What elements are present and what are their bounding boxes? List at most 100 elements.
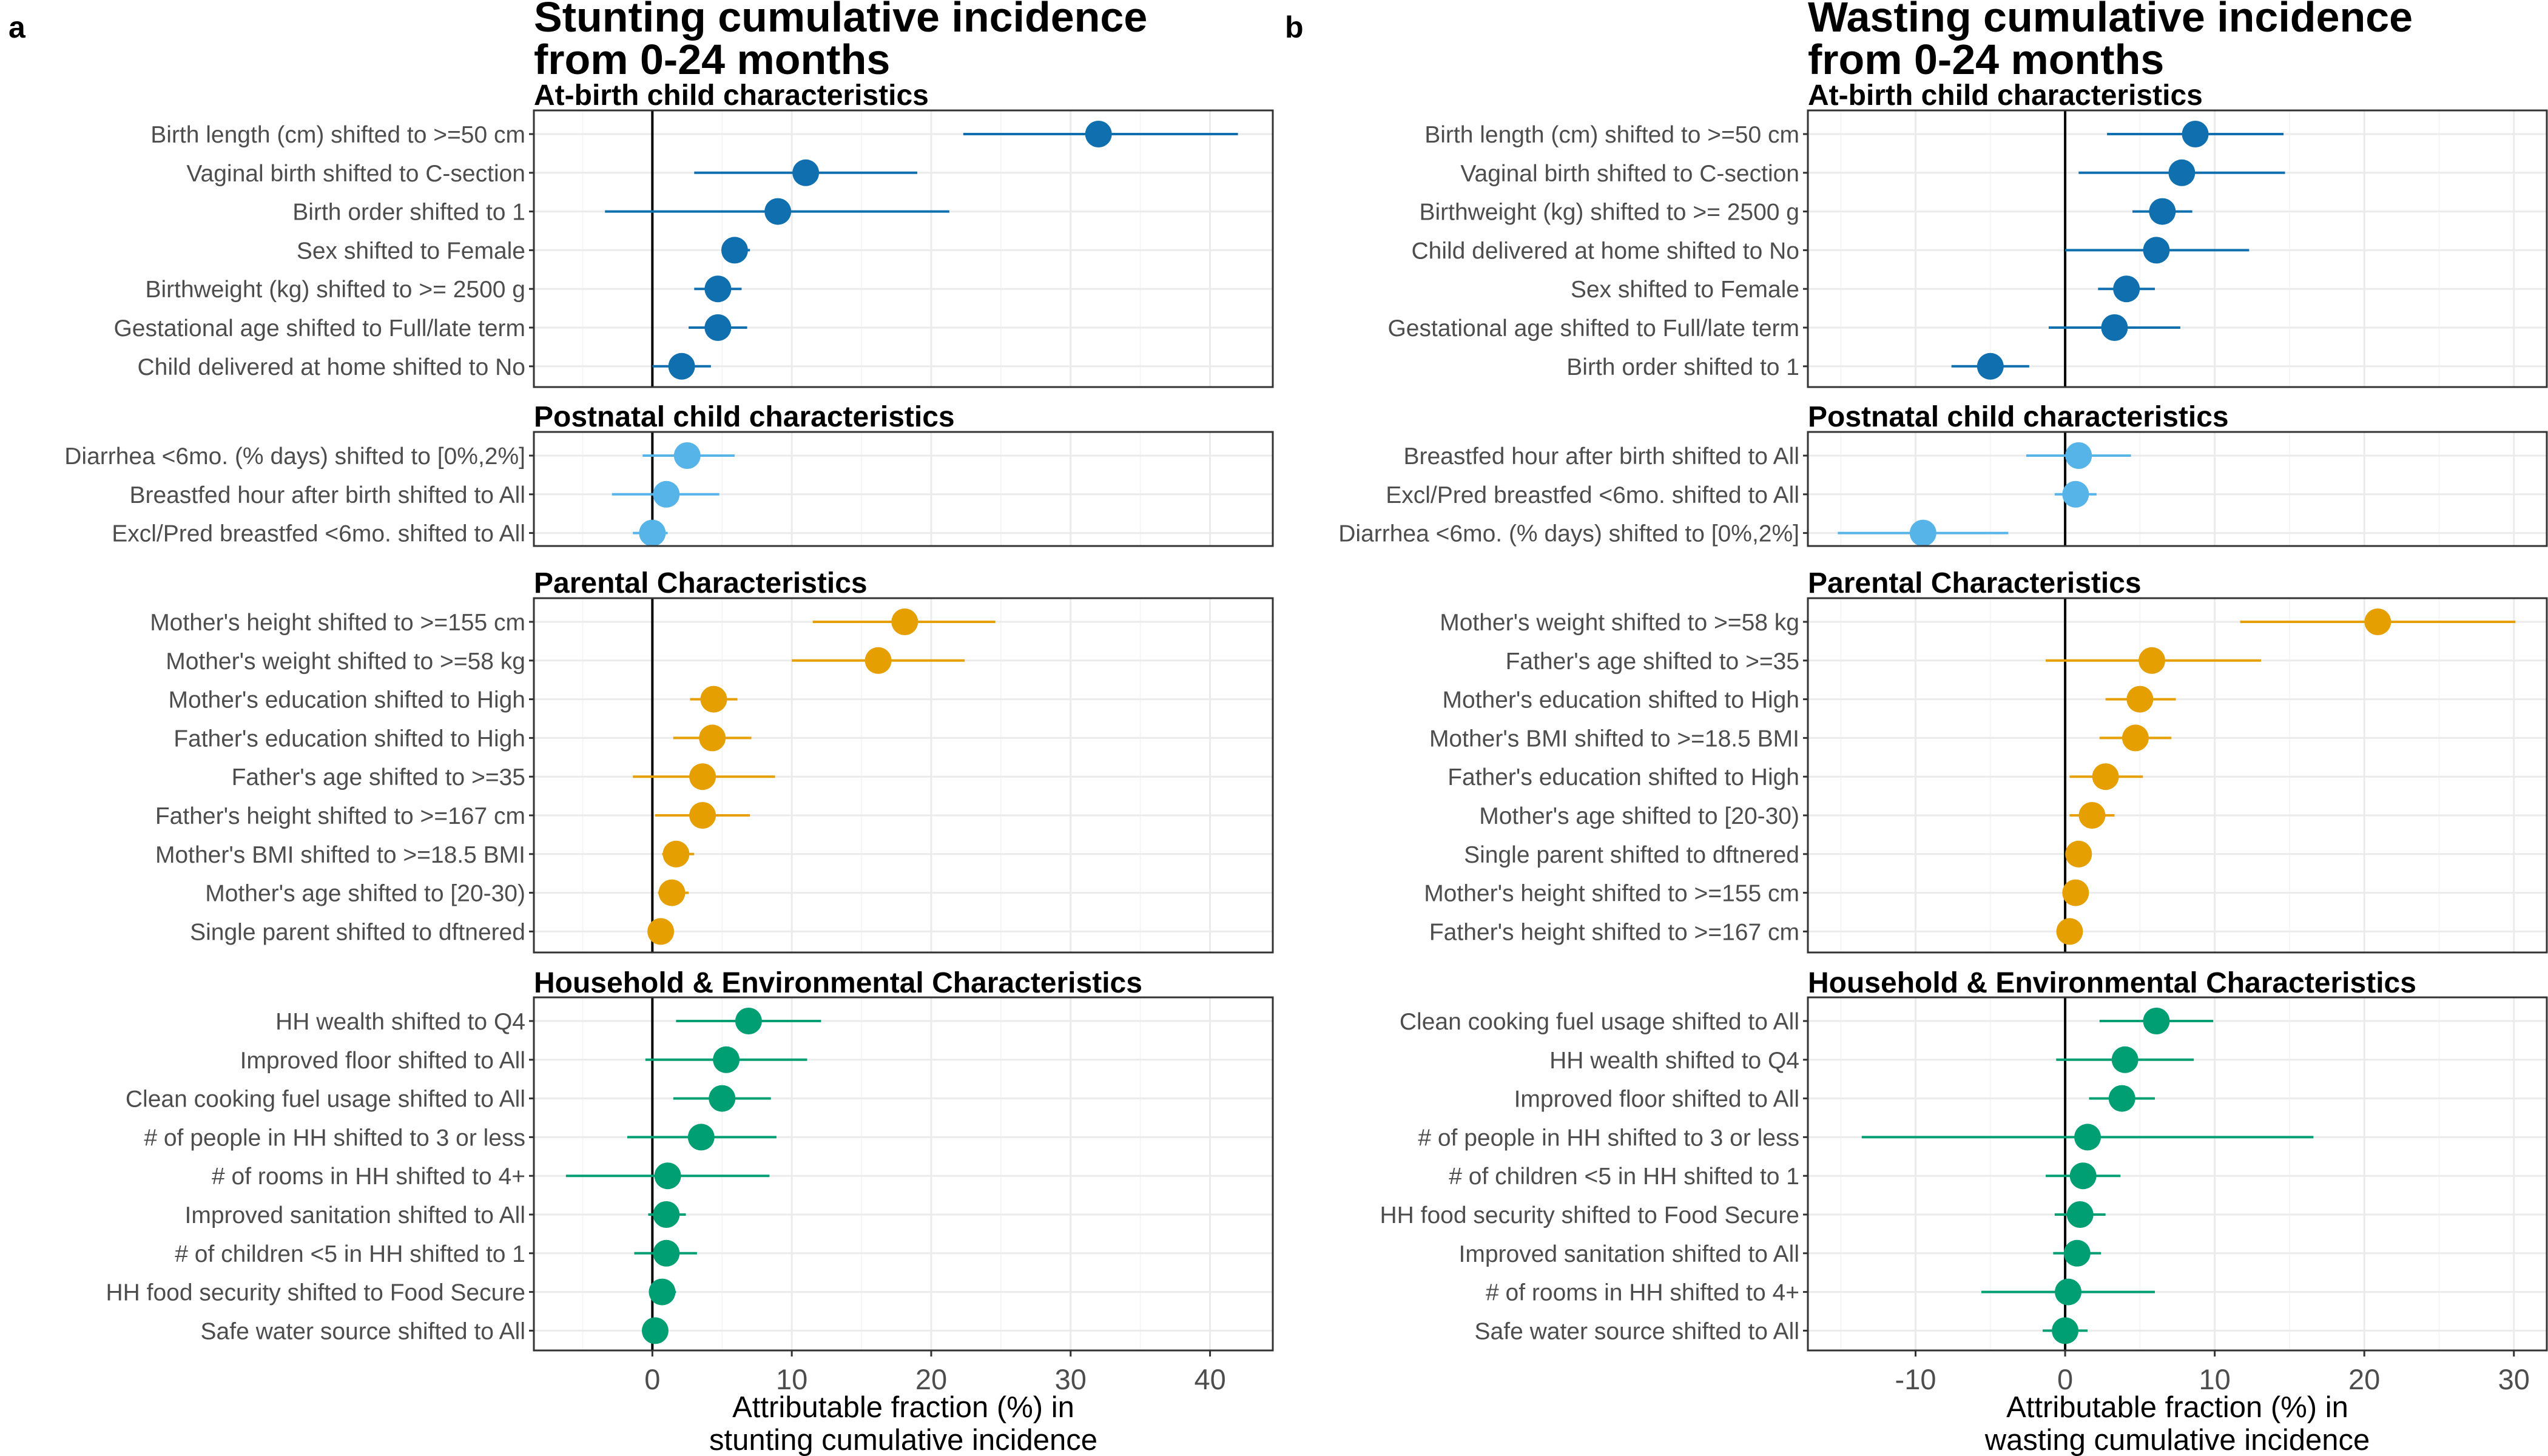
row-label: Breastfed hour after birth shifted to Al…	[129, 482, 525, 508]
point-estimate	[2065, 840, 2092, 868]
point-estimate	[673, 442, 701, 469]
row-label: Clean cooking fuel usage shifted to All	[1400, 1009, 1799, 1035]
point-estimate	[2143, 1008, 2170, 1034]
point-estimate	[891, 608, 918, 635]
panel-border	[533, 597, 1274, 954]
panel-border	[1807, 597, 2548, 954]
row-label: Father's age shifted to >=35	[232, 764, 525, 790]
row-label: Improved floor shifted to All	[240, 1048, 525, 1074]
point-estimate	[689, 763, 716, 790]
row-label: Vaginal birth shifted to C-section	[186, 161, 525, 187]
row-label: Improved floor shifted to All	[1514, 1087, 1799, 1113]
row-label: Father's age shifted to >=35	[1506, 649, 1799, 675]
row-label: Breastfed hour after birth shifted to Al…	[1403, 443, 1799, 470]
point-estimate	[649, 1278, 676, 1306]
point-estimate	[2066, 1201, 2094, 1228]
point-estimate	[687, 1124, 715, 1151]
facet-panel: At-birth child characteristics Birth leng…	[1387, 79, 2548, 388]
row-label: Birth length (cm) shifted to >=50 cm	[150, 122, 525, 148]
panel-border	[533, 431, 1274, 547]
facet-strip-label: Postnatal child characteristics	[1808, 401, 2229, 433]
row-label: Mother's BMI shifted to >=18.5 BMI	[1429, 726, 1799, 752]
row-label: # of rooms in HH shifted to 4+	[1486, 1280, 1799, 1306]
row-label: Sex shifted to Female	[297, 238, 525, 264]
point-estimate	[2364, 608, 2391, 635]
row-label: # of children <5 in HH shifted to 1	[1449, 1164, 1799, 1190]
row-label: Diarrhea <6mo. (% days) shifted to [0%,2…	[64, 443, 525, 470]
row-label: HH food security shifted to Food Secure	[106, 1280, 525, 1306]
point-estimate	[689, 802, 716, 829]
row-label: HH wealth shifted to Q4	[275, 1009, 525, 1035]
point-estimate	[1085, 121, 1112, 147]
point-estimate	[641, 1317, 669, 1344]
x-tick-label: 20	[915, 1363, 947, 1395]
chart-title: from 0-24 months	[1808, 36, 2164, 83]
point-estimate	[2126, 686, 2154, 713]
row-label: Child delivered at home shifted to No	[1411, 238, 1799, 264]
row-label: Excl/Pred breastfed <6mo. shifted to All	[112, 521, 525, 547]
point-estimate	[639, 519, 666, 547]
chart-title: Wasting cumulative incidence	[1808, 0, 2413, 41]
point-estimate	[2108, 1085, 2135, 1112]
row-label: # of people in HH shifted to 3 or less	[144, 1125, 525, 1151]
point-estimate	[700, 686, 727, 713]
point-estimate	[2138, 647, 2166, 674]
panel-tag: b	[1285, 10, 1304, 44]
point-estimate	[704, 314, 732, 341]
row-label: # of rooms in HH shifted to 4+	[212, 1164, 525, 1190]
point-estimate	[2063, 1239, 2091, 1267]
point-estimate	[662, 840, 690, 868]
facet-strip-label: Household & Environmental Characteristic…	[1808, 967, 2416, 999]
facet-panel: Household & Environmental Characteristic…	[106, 967, 1274, 1352]
point-estimate	[2052, 1317, 2079, 1344]
point-estimate	[704, 275, 732, 303]
row-label: Diarrhea <6mo. (% days) shifted to [0%,2…	[1338, 521, 1799, 547]
panel-border	[533, 996, 1274, 1352]
point-estimate	[2092, 763, 2119, 790]
x-tick-label: 0	[644, 1363, 660, 1395]
facet-panel: Postnatal child characteristics Breastfed…	[1338, 401, 2548, 547]
row-label: Improved sanitation shifted to All	[185, 1202, 525, 1228]
point-estimate	[864, 647, 892, 674]
row-label: Mother's education shifted to High	[1443, 687, 1799, 713]
facet-strip-label: Postnatal child characteristics	[534, 401, 955, 433]
panel-border	[1807, 996, 2548, 1352]
x-tick-label: 40	[1194, 1363, 1225, 1395]
point-estimate	[653, 480, 680, 508]
point-estimate	[2149, 198, 2176, 225]
facet-panel: At-birth child characteristics Birth leng…	[113, 79, 1274, 388]
row-label: Clean cooking fuel usage shifted to All	[126, 1087, 525, 1113]
x-tick-label: 30	[1055, 1363, 1087, 1395]
row-label: Birthweight (kg) shifted to >= 2500 g	[1419, 200, 1799, 226]
point-estimate	[721, 237, 748, 264]
row-label: Mother's age shifted to [20-30)	[1479, 803, 1799, 829]
point-estimate	[792, 159, 820, 186]
facet-strip-label: At-birth child characteristics	[1808, 79, 2203, 112]
point-estimate	[653, 1201, 680, 1228]
point-estimate	[764, 198, 792, 225]
point-estimate	[713, 1046, 740, 1073]
facet-panel: Parental Characteristics Mother's height …	[150, 567, 1274, 954]
point-estimate	[1977, 352, 2004, 380]
row-label: Sex shifted to Female	[1571, 277, 1799, 303]
facet-strip-label: Parental Characteristics	[1808, 567, 2142, 599]
point-estimate	[735, 1008, 762, 1034]
row-label: HH food security shifted to Food Secure	[1380, 1202, 1799, 1228]
row-label: Mother's height shifted to >=155 cm	[150, 610, 525, 636]
row-label: HH wealth shifted to Q4	[1549, 1048, 1799, 1074]
point-estimate	[653, 1239, 680, 1267]
row-label: # of children <5 in HH shifted to 1	[175, 1241, 525, 1267]
point-estimate	[2113, 275, 2140, 303]
point-estimate	[2065, 442, 2092, 469]
row-label: Mother's weight shifted to >=58 kg	[1440, 610, 1799, 636]
panel-border	[533, 109, 1274, 388]
row-label: Excl/Pred breastfed <6mo. shifted to All	[1386, 482, 1799, 508]
point-estimate	[1909, 519, 1936, 547]
x-tick-label: 20	[2348, 1363, 2380, 1395]
row-label: Mother's BMI shifted to >=18.5 BMI	[155, 842, 525, 868]
row-label: Improved sanitation shifted to All	[1459, 1241, 1799, 1267]
point-estimate	[2062, 879, 2089, 906]
point-estimate	[2122, 724, 2149, 752]
